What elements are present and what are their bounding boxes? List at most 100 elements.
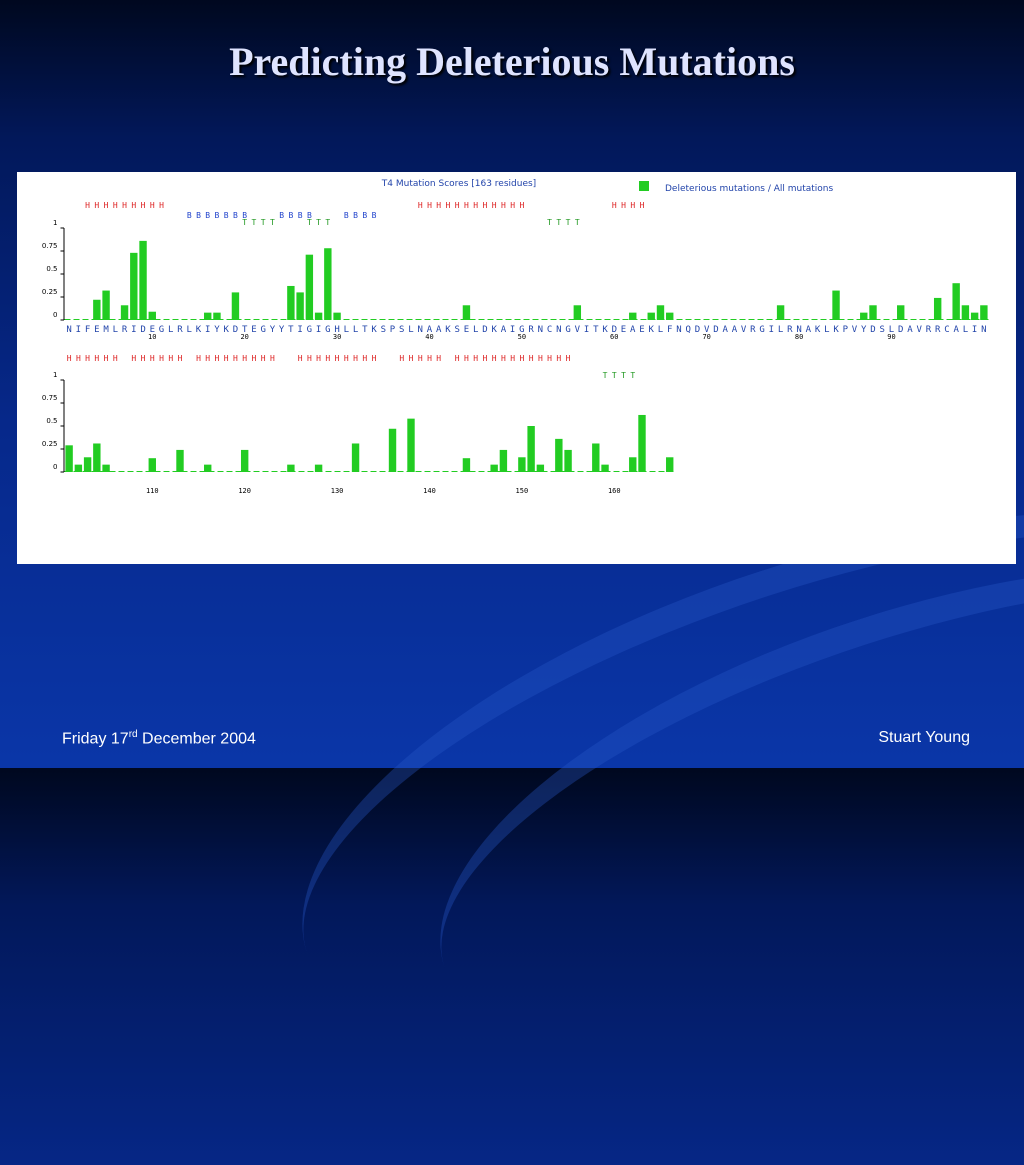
residue-letter: D bbox=[612, 325, 617, 335]
residue-letter: N bbox=[981, 325, 986, 335]
helix-marker: H bbox=[104, 201, 109, 210]
x-tick-label: 160 bbox=[608, 487, 621, 495]
residue-letter: G bbox=[325, 325, 330, 335]
helix-marker: H bbox=[612, 201, 617, 210]
residue-letter: A bbox=[436, 325, 442, 335]
helix-marker: H bbox=[122, 201, 127, 210]
residue-letter: T bbox=[362, 325, 368, 335]
score-bar bbox=[324, 248, 332, 320]
helix-marker: H bbox=[104, 354, 109, 363]
residue-letter: S bbox=[381, 325, 386, 335]
turn-marker: T bbox=[575, 218, 580, 227]
helix-marker: H bbox=[141, 201, 146, 210]
residue-letter: S bbox=[399, 325, 404, 335]
x-tick-label: 50 bbox=[518, 333, 526, 341]
strand-marker: B bbox=[224, 211, 229, 220]
score-bar bbox=[240, 449, 249, 472]
residue-letter: K bbox=[491, 325, 497, 335]
score-bar bbox=[933, 297, 942, 320]
residue-letter: G bbox=[759, 325, 764, 335]
residue-letter: C bbox=[944, 325, 949, 335]
helix-marker: H bbox=[131, 354, 136, 363]
residue-letter: N bbox=[796, 325, 801, 335]
helix-marker: H bbox=[150, 354, 155, 363]
residue-letter: I bbox=[76, 325, 81, 335]
residue-letter: E bbox=[150, 325, 155, 335]
score-bar bbox=[527, 426, 535, 472]
x-tick-label: 60 bbox=[610, 333, 618, 341]
score-bar bbox=[832, 290, 840, 320]
helix-marker: H bbox=[316, 354, 321, 363]
legend-swatch bbox=[639, 181, 649, 191]
strand-marker: B bbox=[205, 211, 210, 220]
helix-marker: H bbox=[621, 201, 626, 210]
residue-letter: R bbox=[122, 325, 128, 335]
helix-marker: H bbox=[427, 354, 432, 363]
residue-letter: D bbox=[482, 325, 487, 335]
residue-letter: N bbox=[66, 325, 71, 335]
score-bar bbox=[65, 445, 73, 472]
residue-letter: L bbox=[113, 325, 118, 335]
residue-letter: Y bbox=[279, 325, 285, 335]
residue-letter: T bbox=[242, 325, 248, 335]
helix-marker: H bbox=[519, 201, 524, 210]
residue-letter: V bbox=[704, 325, 710, 335]
residue-letter: T bbox=[288, 325, 294, 335]
score-bar bbox=[629, 457, 637, 472]
residue-letter: Q bbox=[685, 325, 690, 335]
turn-marker: T bbox=[566, 218, 571, 227]
score-bar bbox=[102, 290, 110, 320]
score-bar bbox=[666, 457, 674, 472]
score-bar bbox=[462, 305, 471, 320]
residue-letter: A bbox=[501, 325, 507, 335]
residue-letter: A bbox=[427, 325, 433, 335]
residue-letter: N bbox=[676, 325, 681, 335]
helix-marker: H bbox=[85, 354, 90, 363]
helix-marker: H bbox=[492, 354, 497, 363]
turn-marker: T bbox=[630, 371, 635, 380]
residue-letter: L bbox=[889, 325, 894, 335]
strand-marker: B bbox=[353, 211, 358, 220]
helix-marker: H bbox=[113, 201, 118, 210]
helix-marker: H bbox=[159, 354, 164, 363]
residue-letter: N bbox=[556, 325, 561, 335]
score-bar bbox=[74, 464, 83, 472]
score-bar bbox=[296, 292, 304, 320]
turn-marker: T bbox=[621, 371, 626, 380]
footer-date: Friday 17rd December 2004 bbox=[62, 729, 256, 748]
x-tick-label: 150 bbox=[516, 487, 529, 495]
helix-marker: H bbox=[501, 354, 506, 363]
helix-marker: H bbox=[455, 354, 460, 363]
residue-letter: R bbox=[528, 325, 534, 335]
helix-marker: H bbox=[205, 354, 210, 363]
residue-letter: L bbox=[353, 325, 358, 335]
score-bar bbox=[93, 299, 101, 320]
turn-marker: T bbox=[612, 371, 617, 380]
mutation-score-chart: T4 Mutation Scores [163 residues] Delete… bbox=[42, 179, 989, 495]
score-bar bbox=[564, 449, 572, 472]
helix-marker: H bbox=[141, 354, 146, 363]
score-bar bbox=[776, 305, 785, 320]
chart-title: T4 Mutation Scores [163 residues] bbox=[381, 179, 536, 189]
residue-letter: T bbox=[593, 325, 599, 335]
turn-marker: T bbox=[252, 218, 257, 227]
residue-letter: R bbox=[935, 325, 941, 335]
score-bar bbox=[139, 240, 147, 320]
residue-letter: H bbox=[334, 325, 339, 335]
helix-marker: H bbox=[168, 354, 173, 363]
residue-letter: V bbox=[916, 325, 922, 335]
helix-marker: H bbox=[529, 354, 534, 363]
score-bar bbox=[148, 458, 156, 472]
residue-letter: R bbox=[177, 325, 183, 335]
y-tick-label: 0.5 bbox=[46, 265, 57, 273]
residue-letter: C bbox=[547, 325, 552, 335]
turn-marker: T bbox=[307, 218, 312, 227]
residue-letter: I bbox=[769, 325, 774, 335]
residue-letter: L bbox=[408, 325, 413, 335]
helix-marker: H bbox=[547, 354, 552, 363]
x-tick-label: 20 bbox=[240, 333, 248, 341]
residue-letter: G bbox=[307, 325, 312, 335]
turn-marker: T bbox=[242, 218, 247, 227]
residue-letter: I bbox=[972, 325, 977, 335]
